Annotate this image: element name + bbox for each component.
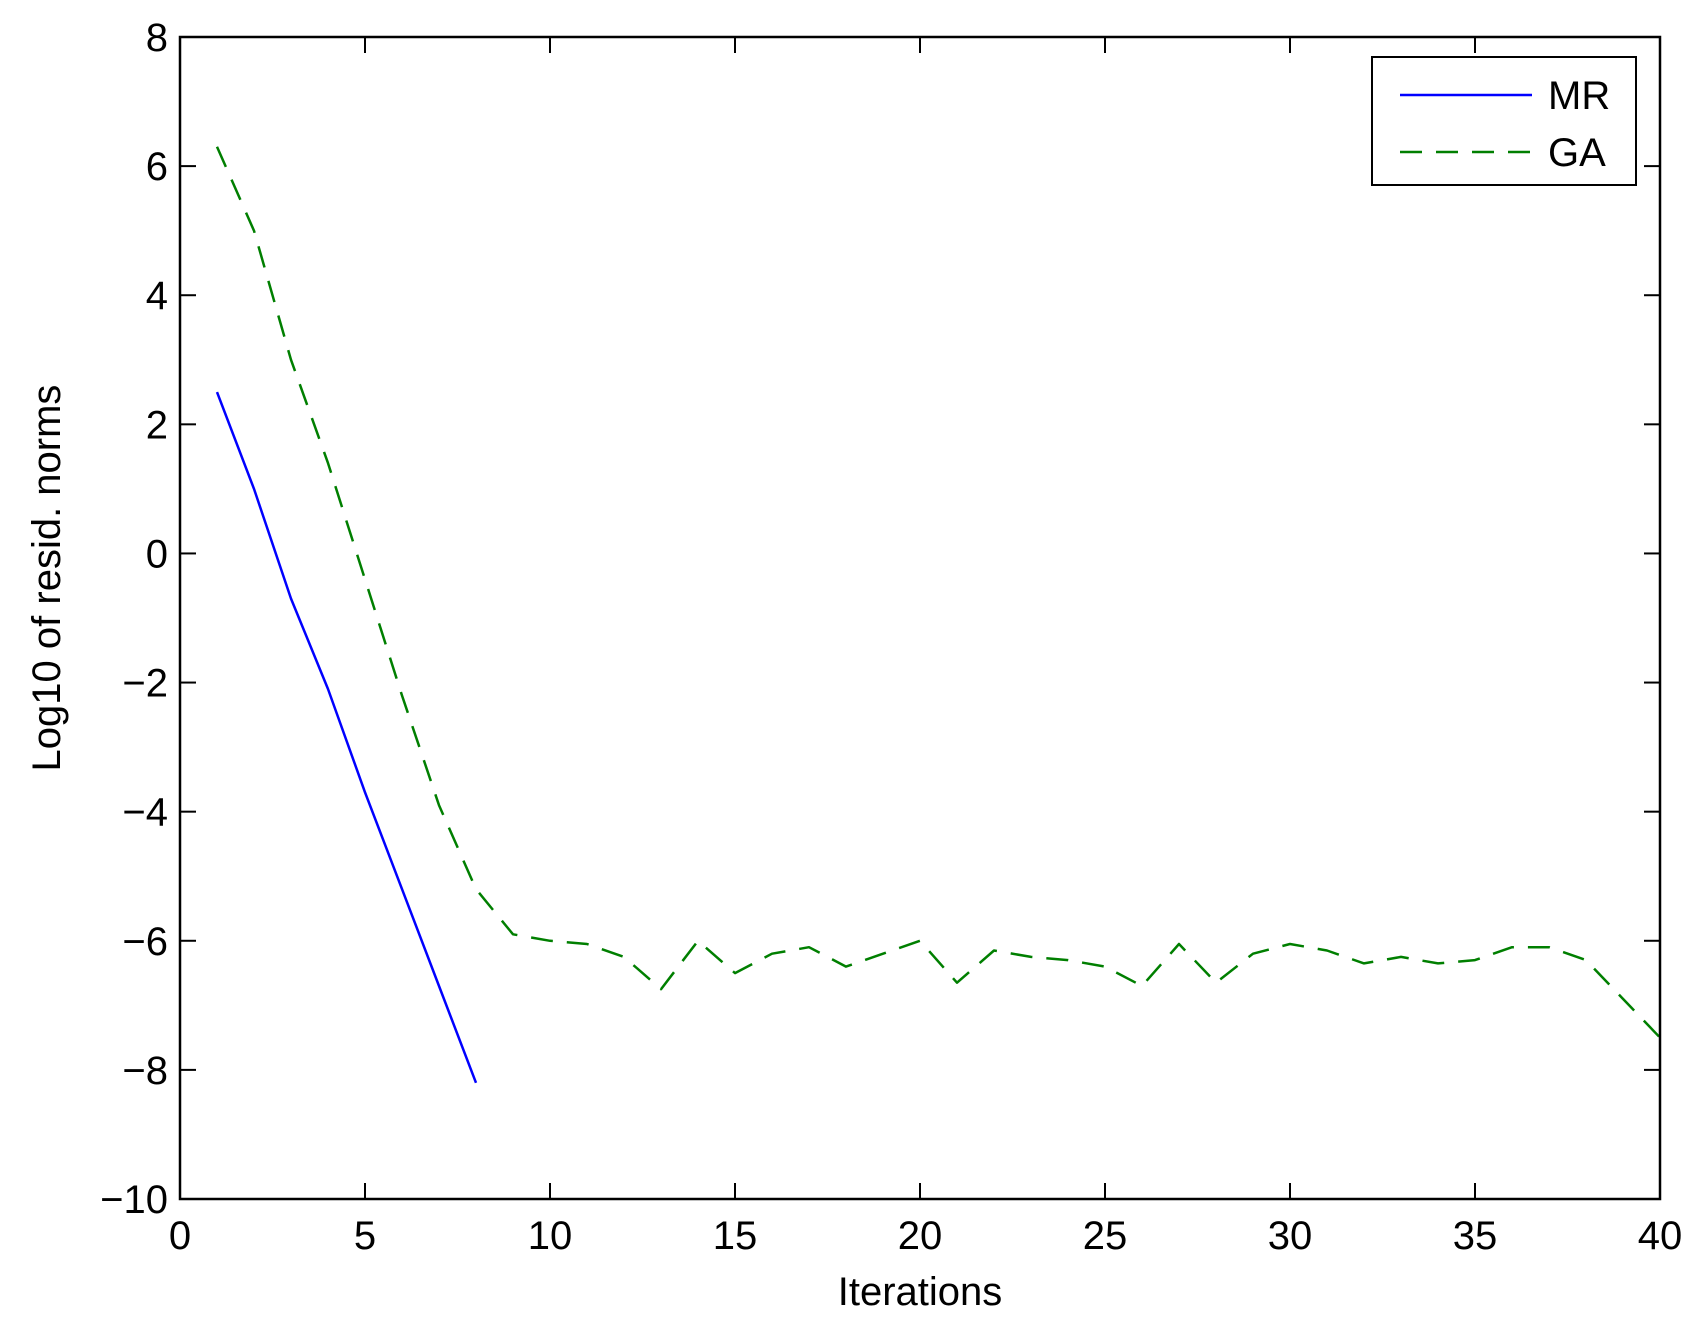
x-tick-label: 20 [898,1214,943,1258]
y-tick-label: 2 [146,403,168,447]
legend: MR GA [1371,56,1637,186]
y-tick-label: 6 [146,145,168,189]
series-line-mr [215,391,478,1084]
y-tick-label: 4 [146,274,168,318]
y-axis-title: Log10 of resid. norms [25,385,69,772]
plot-frame [178,35,1662,1201]
x-axis-title: Iterations [838,1270,1003,1314]
x-tick-label: 15 [713,1214,758,1258]
legend-label-mr: MR [1548,74,1610,118]
legend-box [1371,56,1637,186]
y-tick-label: 0 [146,532,168,576]
legend-label-ga: GA [1548,131,1606,175]
x-tick-label: 35 [1453,1214,1498,1258]
series-layer [215,146,1661,1084]
y-tick-label: −8 [122,1049,168,1093]
x-tick-label: 40 [1638,1214,1683,1258]
x-tick-label: 5 [354,1214,376,1258]
x-tick-label: 25 [1083,1214,1128,1258]
x-tick-label: 10 [528,1214,573,1258]
x-tick-label: 30 [1268,1214,1313,1258]
y-tick-label: −10 [100,1178,168,1222]
y-tick-label: −2 [122,662,168,706]
x-tick-label: 0 [169,1214,191,1258]
y-tick-label: 8 [146,16,168,60]
series-line-ga [215,146,1661,1039]
y-tick-label: −6 [122,920,168,964]
y-tick-label: −4 [122,791,168,835]
